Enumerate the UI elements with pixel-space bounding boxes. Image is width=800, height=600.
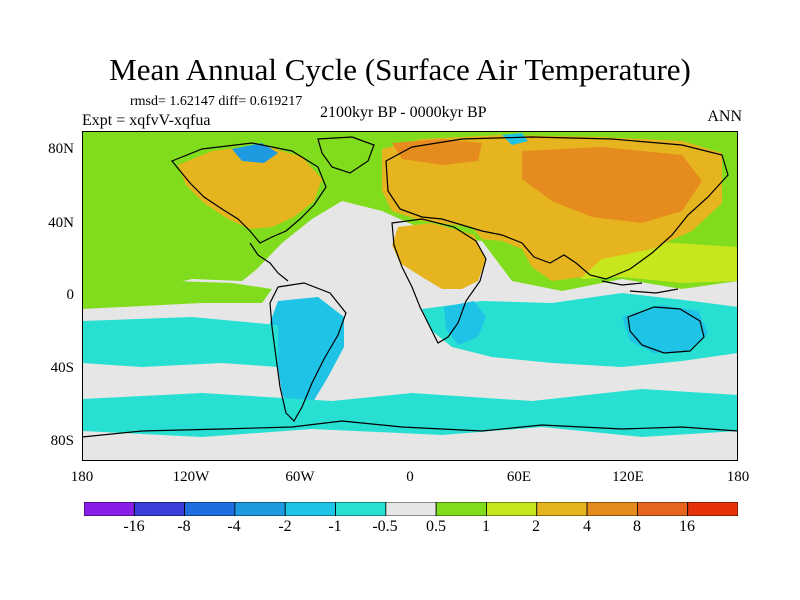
colorbar-tick-label: -4 <box>227 518 241 535</box>
siberia-hot-region <box>522 147 702 223</box>
x-tick-label: 180 <box>70 469 94 485</box>
colorbar-swatch <box>636 502 689 516</box>
colorbar-swatch <box>586 502 638 516</box>
colorbar-tick-label: -0.5 <box>372 518 398 535</box>
season-label: ANN <box>707 108 742 125</box>
x-tick-label: 60E <box>506 469 532 485</box>
colorbar-tick-label: 1 <box>482 518 490 535</box>
colorbar-swatch <box>486 502 538 516</box>
arctic-cool-patch <box>232 143 278 163</box>
colorbar-tick-label: -8 <box>177 518 191 535</box>
greenland-coast <box>317 136 375 174</box>
y-tick-label: 0 <box>66 287 75 303</box>
colorbar-tick-label: -16 <box>123 518 145 535</box>
x-tick-label: 120E <box>612 469 644 485</box>
colorbar-swatch <box>284 502 336 516</box>
colorbar-swatch <box>435 502 487 516</box>
period-label: 2100kyr BP - 0000kyr BP <box>320 104 487 121</box>
colorbar-swatch <box>234 502 286 516</box>
central-america-coast <box>249 242 289 282</box>
antarctic-cool-band <box>82 389 738 437</box>
colorbar-swatch <box>84 502 135 516</box>
australia-cool-region <box>622 305 708 353</box>
greenland-cool-patch <box>502 133 528 145</box>
south-america-coast <box>269 282 347 422</box>
tropical-warm-band <box>82 281 272 309</box>
y-tick-label: 40S <box>50 360 74 376</box>
north-america-coast <box>171 142 327 244</box>
colorbar-swatch <box>687 502 738 516</box>
x-tick-label: 0 <box>406 469 414 485</box>
colorbar-tick-label: 8 <box>633 518 641 535</box>
europe-hot-region <box>392 139 482 165</box>
stats-text: rmsd= 1.62147 diff= 0.619217 <box>130 94 303 109</box>
colorbar-tick-label: 16 <box>679 518 695 535</box>
southern-africa-cool-region <box>444 301 486 345</box>
x-tick-label: 180 <box>726 469 750 485</box>
antarctica-coast <box>82 420 738 438</box>
colorbar-swatch <box>536 502 588 516</box>
indonesia-coast <box>601 280 679 294</box>
colorbar-tick-label: 4 <box>583 518 591 535</box>
south-atlantic-cool-band <box>82 317 278 367</box>
temperature-difference-map <box>82 131 738 461</box>
colorbar-swatch <box>133 502 186 516</box>
colorbar-tick-label: -2 <box>278 518 292 535</box>
coastlines <box>82 136 738 438</box>
eurasia-coast <box>385 136 729 280</box>
x-tick-label: 60W <box>285 469 315 485</box>
experiment-label: Expt = xqfvV-xqfua <box>82 112 211 129</box>
africa-warm-region <box>392 223 486 289</box>
colorbar-swatch <box>184 502 236 516</box>
x-tick-label: 120W <box>172 469 210 485</box>
y-tick-label: 80S <box>50 433 74 449</box>
north-america-warm-region <box>178 145 322 229</box>
south-america-cool-region <box>270 297 344 421</box>
map-frame <box>82 131 738 461</box>
colorbar <box>84 502 738 516</box>
y-tick-label: 80N <box>48 141 74 157</box>
africa-coast <box>391 218 487 344</box>
australia-coast <box>627 306 705 354</box>
colorbar-swatch <box>335 502 387 516</box>
colorbar-swatch <box>385 502 437 516</box>
colorbar-tick-label: -1 <box>328 518 342 535</box>
y-tick-label: 40N <box>48 215 74 231</box>
colorbar-tick-label: 2 <box>532 518 540 535</box>
chart-title: Mean Annual Cycle (Surface Air Temperatu… <box>109 52 691 87</box>
colorbar-tick-label: 0.5 <box>426 518 446 535</box>
